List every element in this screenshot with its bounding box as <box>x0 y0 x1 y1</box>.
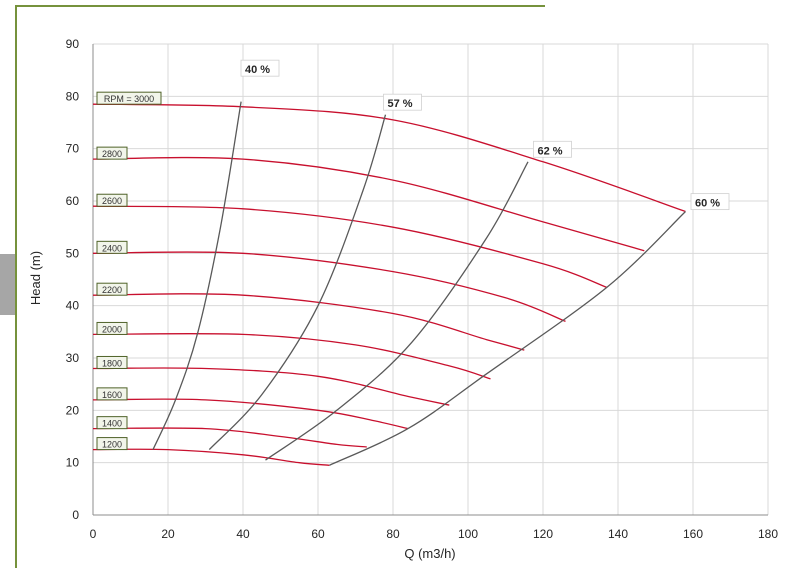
rpm-label: RPM = 3000 <box>104 94 154 104</box>
side-scroll-tab[interactable] <box>0 254 15 315</box>
efficiency-label-box <box>533 140 572 158</box>
y-tick-label: 10 <box>66 456 80 470</box>
efficiency-label: 40 % <box>245 64 270 76</box>
speed-curve <box>92 156 645 252</box>
efficiency-label: 60 % <box>695 198 720 210</box>
rpm-label-box <box>96 91 162 105</box>
efficiency-curves <box>152 101 686 466</box>
rpm-label-box <box>96 321 128 335</box>
speed-curve <box>92 293 525 351</box>
rpm-label: 2800 <box>102 149 122 159</box>
rpm-label: 2600 <box>102 196 122 206</box>
efficiency-curve <box>208 114 387 451</box>
rpm-label-box <box>96 355 128 369</box>
y-axis-title: Head (m) <box>28 251 43 305</box>
y-tick-label: 20 <box>66 403 80 417</box>
efficiency-curve <box>329 211 686 466</box>
speed-curve <box>92 448 330 466</box>
x-axis-title: Q (m3/h) <box>404 546 455 561</box>
y-tick-label: 80 <box>66 89 80 103</box>
x-tick-label: 120 <box>533 527 553 541</box>
rpm-label-box <box>96 240 128 254</box>
speed-curve <box>92 103 686 213</box>
y-tick-label: 60 <box>66 194 80 208</box>
x-tick-label: 80 <box>386 527 400 541</box>
x-tick-label: 100 <box>458 527 478 541</box>
x-tick-label: 160 <box>683 527 703 541</box>
rpm-label-box <box>96 146 128 160</box>
y-tick-label: 30 <box>66 351 80 365</box>
rpm-label-box <box>96 193 128 207</box>
efficiency-label-box <box>690 193 730 211</box>
speed-curve <box>92 332 491 380</box>
rpm-label-box <box>96 387 128 401</box>
x-tick-label: 20 <box>161 527 175 541</box>
speed-curve <box>92 205 608 289</box>
rpm-label-box <box>96 282 128 296</box>
y-tick-label: 90 <box>66 37 80 51</box>
efficiency-curve <box>265 161 529 461</box>
speed-curves <box>92 103 686 466</box>
speed-curve <box>92 427 367 448</box>
rpm-label: 2000 <box>102 324 122 334</box>
x-tick-label: 140 <box>608 527 628 541</box>
rpm-label: 2400 <box>102 243 122 253</box>
rpm-label-box <box>96 416 128 430</box>
rpm-label-box <box>96 437 128 451</box>
chart-border-left <box>15 5 17 568</box>
speed-curve <box>92 367 450 406</box>
rpm-label: 1600 <box>102 390 122 400</box>
chart-border-top <box>15 5 545 7</box>
axis-layer: 0 20 40 60 80 100 120 140 160 1800102030405060708… <box>66 37 779 541</box>
x-tick-label: 0 <box>90 527 97 541</box>
x-tick-label: 40 <box>236 527 250 541</box>
speed-curve <box>92 251 566 323</box>
rpm-label: 2200 <box>102 285 122 295</box>
efficiency-label-box <box>240 59 280 77</box>
efficiency-label: 62 % <box>538 145 563 157</box>
x-tick-label: 60 <box>311 527 325 541</box>
efficiency-label: 57 % <box>388 98 413 110</box>
y-tick-label: 50 <box>66 246 80 260</box>
y-tick-label: 0 <box>72 508 79 522</box>
curve-labels: RPM = 3000 2800 2600 2400 2200 2000 1800 1600 14… <box>96 59 730 451</box>
speed-curve <box>92 398 409 430</box>
efficiency-label-box <box>383 93 422 111</box>
rpm-label: 1200 <box>102 440 122 450</box>
x-tick-label: 180 <box>758 527 778 541</box>
efficiency-curve <box>152 101 242 450</box>
rpm-label: 1400 <box>102 419 122 429</box>
y-tick-label: 40 <box>66 299 80 313</box>
rpm-label: 1800 <box>102 358 122 368</box>
y-tick-label: 70 <box>66 142 80 156</box>
